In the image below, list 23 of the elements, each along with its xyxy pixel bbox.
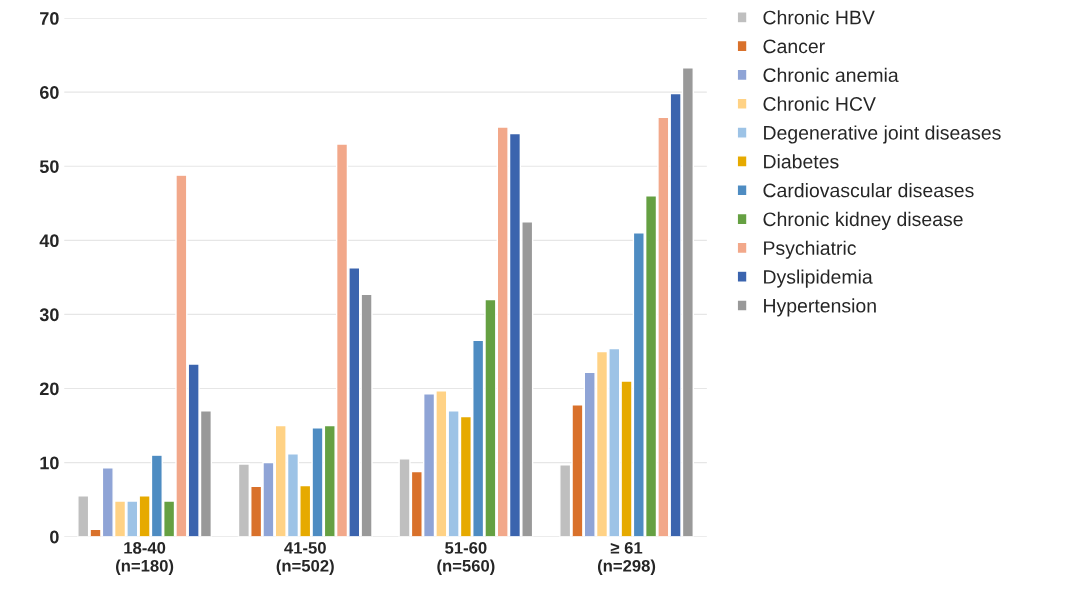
x-tick-label: 41-50 (n=502) [276,541,334,576]
legend-label: Chronic kidney disease [763,211,963,230]
legend-label: Diabetes [764,154,839,169]
y-tick-label: 50 [39,160,59,173]
legend-label: Dyslipidemia [764,269,873,288]
legend-label: Hypertension [764,298,876,317]
legend-label: Degenerative joint diseases [764,125,1001,144]
x-tick-label: 51-60 (n=560) [437,541,495,576]
legend-label: Cancer [763,39,825,54]
x-tick-label: 18-40 (n=180) [116,541,174,576]
y-tick-label: 70 [40,12,59,25]
legend-label: Psychiatric [764,240,856,259]
y-tick-label: 60 [39,86,59,99]
legend-label: Chronic HCV [763,96,876,111]
x-tick-label: ≥ 61 (n=298) [597,541,656,576]
legend-label: Chronic anemia [763,67,899,83]
y-tick-label: 0 [50,530,59,544]
legend-label: Cardiovascular diseases [763,183,974,198]
y-tick-label: 40 [39,234,59,248]
legend-label: Chronic HBV [763,10,875,25]
y-tick-label: 30 [39,308,59,322]
y-tick-label: 20 [39,382,59,396]
y-tick-label: 10 [40,456,59,470]
